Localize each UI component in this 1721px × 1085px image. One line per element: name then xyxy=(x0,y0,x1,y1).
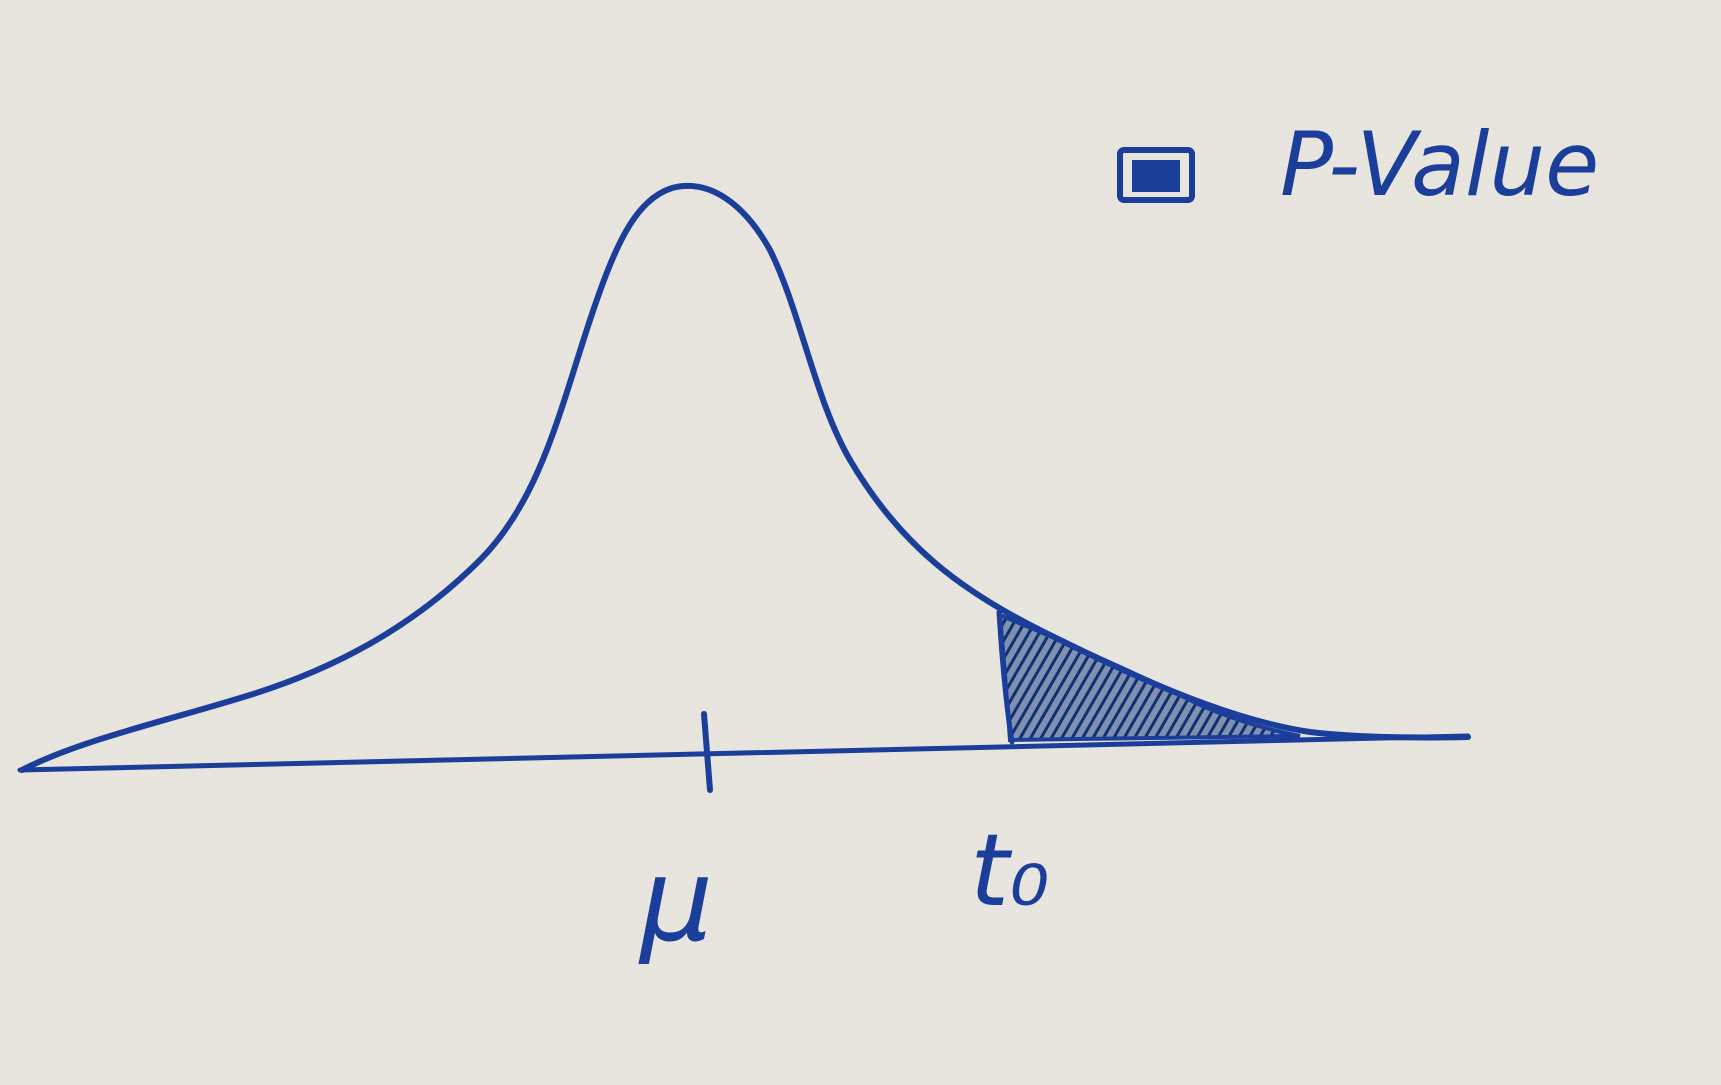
mean-label: μ xyxy=(638,834,713,968)
legend-label: P-Value xyxy=(1280,113,1599,216)
horizontal-axis xyxy=(17,733,1471,773)
distribution-curve xyxy=(19,182,1471,773)
test-statistic-label: t₀ xyxy=(970,812,1049,929)
legend: P-Value xyxy=(1117,113,1599,216)
t0-boundary-line xyxy=(996,609,1015,745)
filled-square-icon xyxy=(1117,147,1195,203)
mean-tick-mark xyxy=(701,711,713,793)
